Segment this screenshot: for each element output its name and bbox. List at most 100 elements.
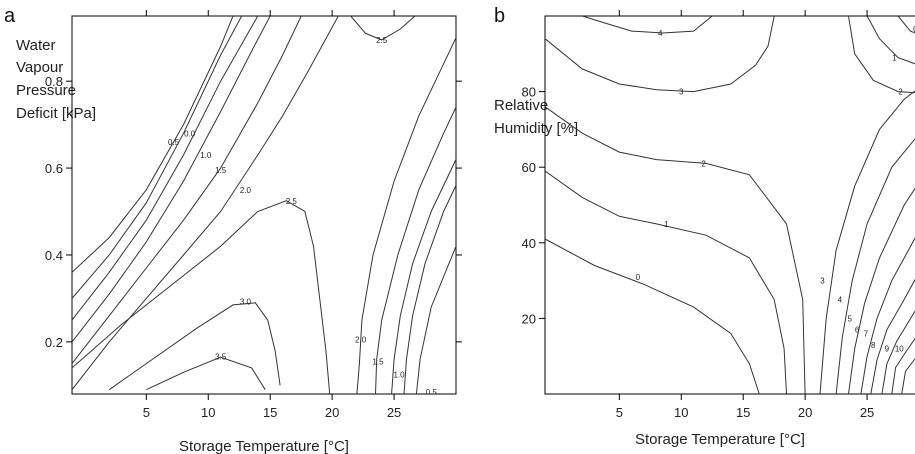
contour-line — [403, 185, 456, 394]
y-tick-label: 0.4 — [45, 248, 63, 263]
contour-level-label: 0.0 — [184, 129, 196, 138]
x-tick-label: 10 — [674, 405, 688, 420]
contour-level-label: 5 — [847, 314, 852, 323]
panel-b-contours: 01234345678910012 — [545, 16, 915, 394]
panel-b: b Relative Humidity [%] 0123434567891001… — [494, 5, 915, 448]
contour-level-label: 2.0 — [240, 186, 252, 195]
y-tick-label: 60 — [522, 160, 536, 175]
contour-line — [146, 356, 266, 391]
contour-line — [72, 16, 339, 391]
contour-level-label: 4 — [838, 296, 843, 305]
panel-a-y-axis-label: Water Vapour Pressure Deficit [kPa] — [16, 37, 96, 122]
contour-level-label: 0 — [913, 25, 915, 34]
x-tick-label: 20 — [325, 405, 339, 420]
contour-level-label: 1 — [892, 54, 897, 63]
panel-a-ylabel-line: Pressure — [16, 82, 76, 99]
contour-line — [897, 16, 915, 34]
contour-line — [545, 170, 787, 394]
x-tick-label: 15 — [263, 405, 277, 420]
contour-level-label: 0.5 — [426, 388, 438, 397]
panel-a: a Water Vapour Pressure Deficit [kPa] 0.… — [4, 5, 462, 454]
contour-line — [545, 238, 760, 394]
contour-line — [848, 187, 915, 394]
panel-a-ylabel-line: Vapour — [16, 59, 63, 76]
contour-line — [881, 310, 915, 394]
y-tick-label: 20 — [522, 311, 536, 326]
x-tick-label: 25 — [387, 405, 401, 420]
panel-a-ylabel-line: Water — [16, 37, 55, 54]
contour-level-label: 6 — [855, 326, 860, 335]
contour-line — [891, 337, 915, 394]
x-tick-label: 15 — [736, 405, 750, 420]
y-tick-label: 0.6 — [45, 161, 63, 176]
contour-level-label: 2.0 — [355, 336, 367, 345]
panel-a-contours: 0.50.01.01.52.02.53.03.52.52.01.51.00.50… — [72, 16, 456, 406]
x-tick-label: 25 — [860, 405, 874, 420]
contour-line — [72, 16, 302, 364]
contour-level-label: 8 — [871, 341, 876, 350]
contour-level-label: 0.5 — [168, 138, 180, 147]
contour-line — [108, 302, 281, 391]
contour-level-label: 7 — [864, 330, 869, 339]
y-tick-label: 40 — [522, 236, 536, 251]
contour-line — [848, 16, 915, 94]
contour-level-label: 10 — [895, 345, 904, 354]
panel-a-label: a — [4, 5, 16, 27]
contour-line — [866, 16, 915, 65]
contour-level-label: 1.0 — [200, 151, 212, 160]
contour-line — [72, 16, 259, 321]
panel-b-x-axis-label: Storage Temperature [°C] — [635, 431, 805, 448]
contour-level-label: 0.0 — [411, 397, 423, 406]
contour-level-label: 1 — [664, 220, 669, 229]
contour-level-label: 3 — [820, 277, 825, 286]
x-tick-label: 5 — [616, 405, 623, 420]
contour-line — [415, 246, 456, 394]
contour-level-label: 2 — [701, 159, 706, 168]
contour-level-label: 1.0 — [393, 370, 405, 379]
panel-b-y-axis-label: Relative Humidity [%] — [494, 97, 578, 137]
contour-line — [350, 16, 416, 41]
contour-level-label: 0 — [636, 273, 641, 282]
contour-level-label: 2 — [898, 88, 903, 97]
contour-level-label: 1.5 — [215, 166, 227, 175]
contour-level-label: 1.5 — [372, 357, 384, 366]
panel-a-ylabel-line: Deficit [kPa] — [16, 105, 96, 122]
x-tick-label: 20 — [798, 405, 812, 420]
contour-line — [545, 106, 806, 394]
panel-b-plot-frame — [544, 15, 915, 395]
contour-line — [72, 16, 234, 273]
x-tick-label: 10 — [201, 405, 215, 420]
contour-line — [391, 159, 456, 394]
y-tick-label: 0.8 — [45, 74, 63, 89]
contour-line — [72, 200, 331, 394]
panel-a-x-axis-label: Storage Temperature [°C] — [179, 438, 349, 454]
panel-b-label: b — [494, 5, 505, 27]
contour-line — [72, 16, 271, 343]
contour-level-label: 4 — [658, 29, 663, 38]
contour-line — [375, 106, 456, 394]
contour-line — [860, 237, 915, 394]
y-tick-label: 0.2 — [45, 335, 63, 350]
contour-level-label: 9 — [885, 345, 890, 354]
contour-level-label: 3.5 — [215, 353, 227, 362]
panel-b-ylabel-line: Humidity [%] — [494, 120, 578, 137]
panel-a-plot-frame — [71, 15, 457, 395]
contour-line — [870, 278, 915, 394]
contour-line — [901, 358, 915, 394]
contour-line — [72, 16, 243, 299]
contour-level-label: 2.5 — [286, 197, 298, 206]
contour-line — [545, 16, 775, 93]
contour-level-label: 2.5 — [376, 36, 388, 45]
panel-b-ylabel-line: Relative — [494, 97, 548, 114]
y-tick-label: 80 — [522, 85, 536, 100]
panel-a-ticks: 5 10 15 20 25 0.2 0.4 0.6 0.8 — [45, 10, 462, 420]
contour-line — [582, 16, 713, 34]
contour-level-label: 3 — [679, 88, 684, 97]
x-tick-label: 5 — [143, 405, 150, 420]
contour-line — [819, 90, 915, 394]
contour-line — [356, 37, 456, 394]
contour-line — [835, 138, 915, 394]
contour-level-label: 3.0 — [240, 297, 252, 306]
